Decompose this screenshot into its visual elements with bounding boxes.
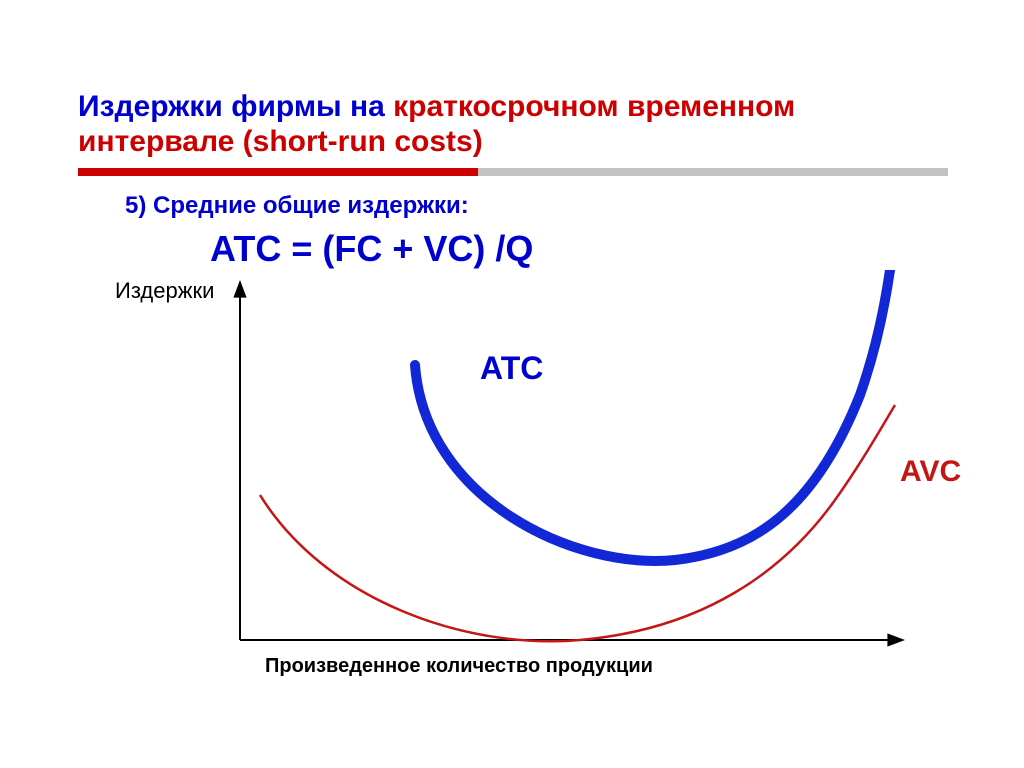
cost-curves-chart — [105, 270, 925, 690]
atc-curve — [415, 270, 890, 561]
avc-curve — [260, 405, 895, 641]
axes — [233, 280, 905, 647]
subtitle: 5) Средние общие издержки: — [125, 192, 469, 220]
title-part-1: Издержки фирмы на — [78, 90, 393, 123]
slide: Издержки фирмы на краткосрочном временно… — [0, 0, 1024, 768]
formula-atc: ATC = (FC + VC) /Q — [210, 228, 533, 270]
y-axis-arrowhead-icon — [233, 280, 246, 298]
title-underline-red — [78, 168, 478, 176]
x-axis-arrowhead-icon — [887, 633, 905, 646]
slide-title: Издержки фирмы на краткосрочном временно… — [78, 90, 878, 159]
title-underline-gray — [478, 168, 948, 176]
